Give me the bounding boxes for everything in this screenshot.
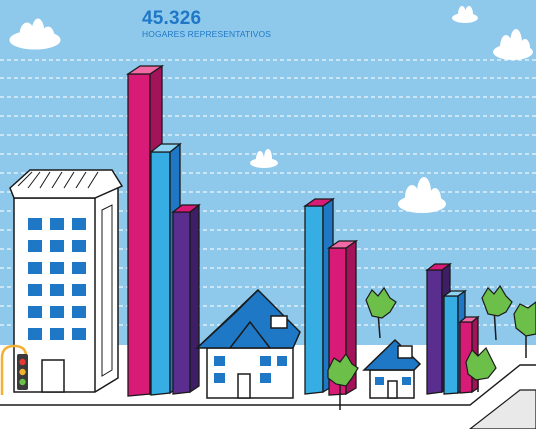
cloud-icon bbox=[398, 177, 446, 213]
cloud-icon bbox=[9, 18, 61, 50]
stat-block: 45.326 HOGARES REPRESENTATIVOS bbox=[142, 8, 272, 40]
tree-icon bbox=[513, 301, 536, 358]
bar-tower bbox=[171, 203, 201, 395]
cloud-icon bbox=[250, 149, 278, 168]
sky-lines bbox=[0, 59, 536, 326]
cloud-icon bbox=[493, 29, 533, 60]
tree-icon bbox=[481, 284, 513, 341]
tree-icon bbox=[365, 286, 397, 339]
cloud-icon bbox=[452, 6, 478, 23]
house-icon bbox=[362, 338, 422, 399]
sidewalk bbox=[0, 364, 536, 406]
tree-icon bbox=[327, 352, 359, 410]
house-icon bbox=[195, 288, 301, 399]
tree-icon bbox=[465, 346, 497, 392]
stat-value: 45.326 bbox=[142, 8, 202, 29]
road-edge bbox=[469, 389, 536, 429]
bar-tower bbox=[326, 239, 359, 396]
building-icon bbox=[9, 169, 124, 393]
traffic-light-icon bbox=[0, 344, 28, 395]
stat-label: HOGARES REPRESENTATIVOS bbox=[142, 29, 272, 39]
